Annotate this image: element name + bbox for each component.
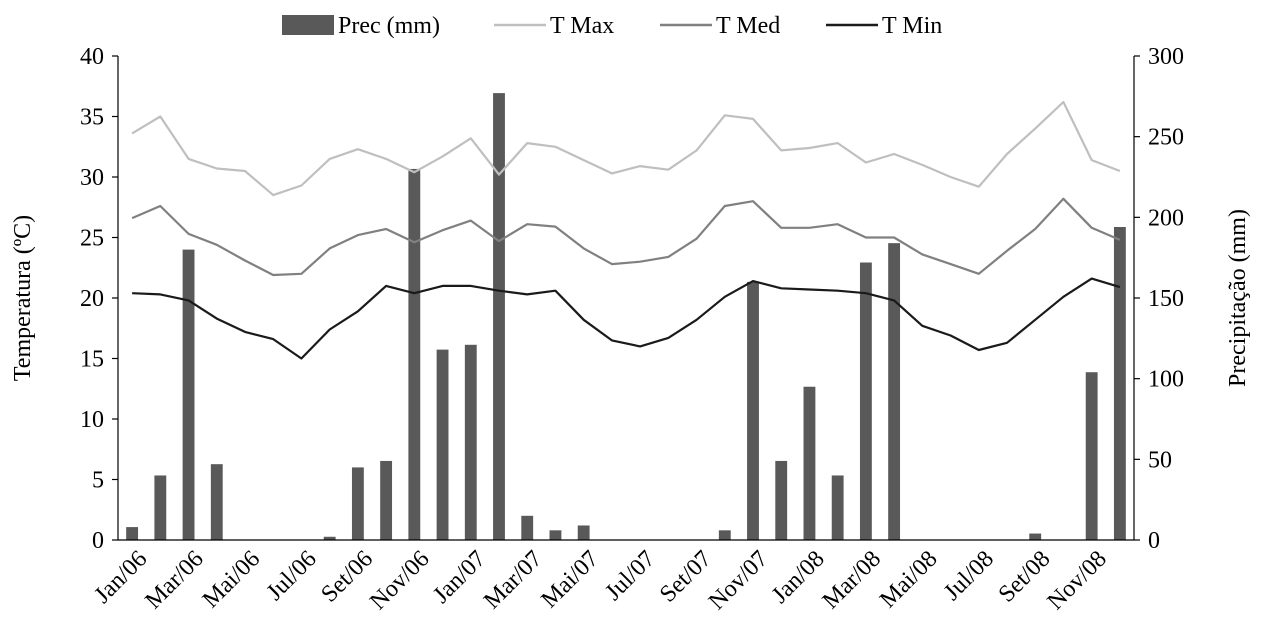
- precip-bar: [351, 467, 364, 540]
- y-left-tick-label: 20: [80, 286, 104, 312]
- y-right-tick-label: 300: [1148, 44, 1184, 70]
- legend-swatch-prec-mm: [282, 15, 334, 35]
- legend-label-t-max: T Max: [550, 13, 614, 39]
- line-t-min: [132, 277, 1121, 360]
- line-series-group: [131, 100, 1121, 360]
- precip-bar: [577, 525, 590, 540]
- x-tick-label: Mar/07: [479, 546, 547, 614]
- precip-bar: [436, 349, 449, 540]
- precip-bar: [831, 475, 844, 540]
- y-right-tick-label: 0: [1148, 528, 1160, 554]
- precip-bar: [1113, 227, 1126, 540]
- y-right-tick-label: 100: [1148, 367, 1184, 393]
- precip-bar: [464, 344, 477, 540]
- precip-bar: [859, 262, 872, 540]
- precip-bar: [380, 460, 393, 540]
- precip-bar: [323, 536, 336, 540]
- x-tick-label: Jul/06: [262, 546, 322, 606]
- x-tick-label: Mar/08: [818, 546, 886, 614]
- x-tick-label: Mai/07: [537, 546, 604, 613]
- precip-bar: [182, 249, 195, 540]
- precip-bar: [718, 530, 731, 540]
- y-left-tick-label: 25: [80, 226, 104, 252]
- line-t-med: [131, 197, 1121, 277]
- x-tick-label: Mai/08: [875, 546, 942, 613]
- line-t-max: [131, 100, 1121, 197]
- legend-label-t-med: T Med: [716, 13, 780, 39]
- precip-bar: [493, 93, 505, 541]
- x-tick-label: Nov/07: [704, 546, 773, 615]
- precip-bar: [1029, 533, 1042, 540]
- axes: 0510152025303540050100150200250300Jan/06…: [80, 44, 1184, 615]
- precip-bar: [1085, 372, 1098, 540]
- y-left-tick-label: 5: [92, 468, 104, 494]
- y-left-tick-label: 35: [80, 105, 104, 131]
- y-right-tick-label: 150: [1148, 286, 1184, 312]
- y-axis-left-title: Temperatura (ºC): [10, 215, 36, 381]
- y-left-tick-label: 30: [80, 165, 104, 191]
- precip-bar: [888, 243, 901, 540]
- legend-label-prec-mm: Prec (mm): [338, 13, 440, 39]
- x-tick-label: Jul/08: [939, 546, 999, 606]
- y-right-tick-label: 200: [1148, 205, 1184, 231]
- y-left-tick-label: 40: [80, 44, 104, 70]
- precip-bar: [210, 464, 223, 540]
- legend-label-t-min: T Min: [882, 13, 942, 39]
- bar-series: [126, 93, 1126, 541]
- precip-bar: [747, 281, 759, 540]
- y-right-tick-label: 50: [1148, 447, 1172, 473]
- legend: Prec (mm) T Max T Med T Min: [282, 13, 942, 39]
- y-axis-right-title: Precipitação (mm): [1225, 209, 1251, 387]
- x-tick-label: Jul/07: [600, 546, 660, 606]
- precip-bar: [549, 530, 562, 540]
- y-left-tick-label: 15: [80, 347, 104, 373]
- x-tick-label: Mar/06: [140, 546, 208, 614]
- x-tick-label: Nov/06: [365, 546, 434, 615]
- precip-bar: [521, 515, 534, 540]
- precip-bar: [775, 460, 788, 540]
- precip-bar: [803, 386, 816, 540]
- precip-bar: [154, 475, 167, 540]
- precip-bar: [408, 168, 421, 540]
- y-left-tick-label: 10: [80, 407, 104, 433]
- y-left-tick-label: 0: [92, 528, 104, 554]
- x-tick-label: Mai/06: [198, 546, 265, 613]
- x-tick-label: Nov/08: [1043, 546, 1112, 615]
- precip-bar: [126, 527, 139, 540]
- y-right-tick-label: 250: [1148, 125, 1184, 151]
